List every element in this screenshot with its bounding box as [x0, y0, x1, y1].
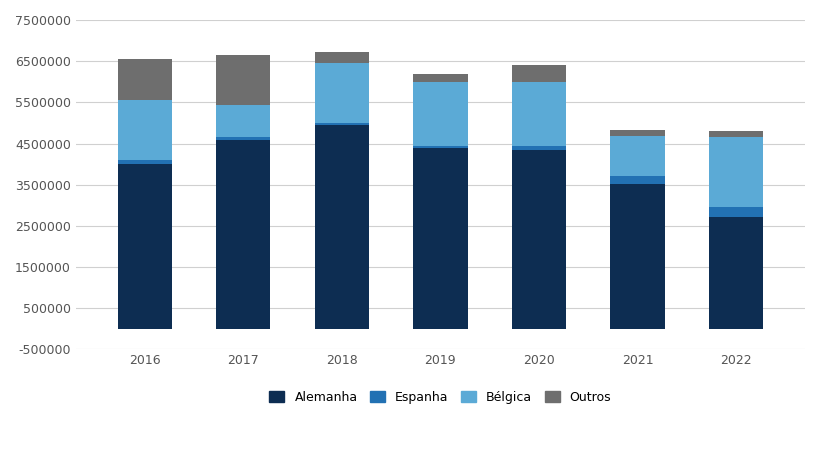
Bar: [708, 207, 762, 217]
Bar: [413, 146, 467, 148]
Bar: [511, 146, 565, 150]
Bar: [708, 217, 762, 329]
Bar: [314, 125, 369, 329]
Bar: [708, 136, 762, 207]
Bar: [511, 65, 565, 82]
Bar: [708, 131, 762, 136]
Bar: [609, 136, 663, 176]
Bar: [118, 164, 172, 329]
Bar: [118, 160, 172, 164]
Bar: [314, 63, 369, 123]
Bar: [216, 137, 270, 140]
Bar: [609, 184, 663, 329]
Bar: [216, 140, 270, 329]
Bar: [314, 123, 369, 125]
Bar: [413, 82, 467, 146]
Legend: Alemanha, Espanha, Bélgica, Outros: Alemanha, Espanha, Bélgica, Outros: [265, 386, 616, 409]
Bar: [609, 130, 663, 136]
Bar: [511, 150, 565, 329]
Bar: [118, 100, 172, 160]
Bar: [413, 73, 467, 82]
Bar: [216, 54, 270, 105]
Bar: [118, 59, 172, 100]
Bar: [609, 176, 663, 184]
Bar: [314, 52, 369, 63]
Bar: [216, 105, 270, 137]
Bar: [511, 82, 565, 146]
Bar: [413, 148, 467, 329]
